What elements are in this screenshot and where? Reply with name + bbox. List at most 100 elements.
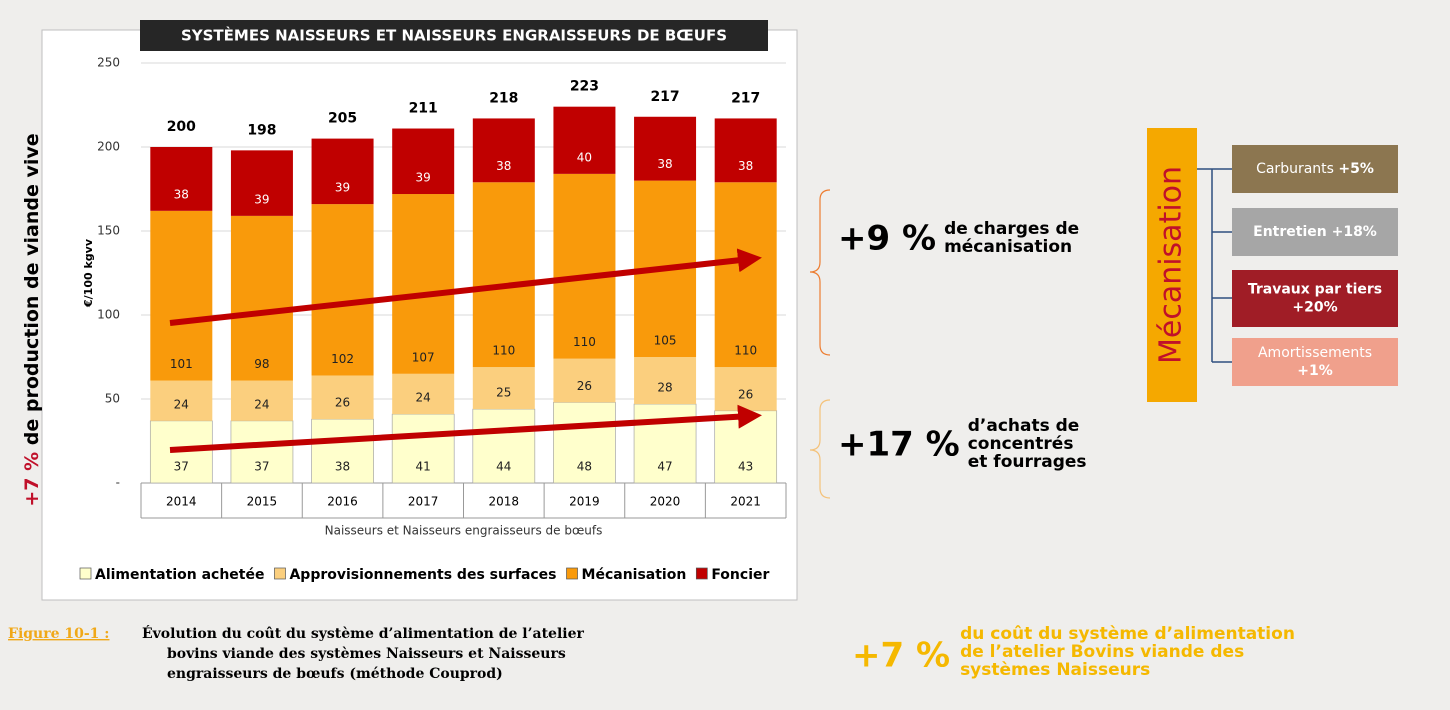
segment-label: 26 [577, 379, 592, 393]
segment-label: 24 [174, 397, 189, 411]
segment-label: 25 [496, 386, 511, 400]
breakdown-label: Carburants [1256, 161, 1334, 177]
summary-change: +7 % [852, 636, 950, 676]
segment-label: 39 [335, 181, 350, 195]
title-bar [140, 20, 768, 51]
x-tick-label: 2019 [569, 495, 600, 509]
legend-swatch [566, 567, 578, 580]
x-axis-title: Naisseurs et Naisseurs engraisseurs de b… [325, 524, 603, 538]
bar-segment [150, 380, 213, 421]
segment-label: 47 [657, 460, 672, 474]
segment-label: 101 [170, 357, 193, 371]
bar-segment [634, 116, 697, 181]
breakdown-change: +5% [1338, 161, 1374, 177]
bar-segment [553, 106, 616, 174]
breakdown-label: Amortissements [1258, 345, 1372, 361]
segment-label: 110 [492, 344, 515, 358]
breakdown-change: +18% [1332, 224, 1377, 240]
total-label: 198 [247, 122, 276, 138]
x-tick-label: 2018 [489, 495, 520, 509]
bar-segment [714, 118, 777, 183]
caption-line: Évolution du coût du système d’alimentat… [142, 624, 584, 642]
breakdown-box [1232, 338, 1398, 386]
side-change: +7 % [21, 452, 43, 507]
bar-segment [472, 118, 535, 183]
bar-segment [472, 367, 535, 410]
y-tick-label: 50 [105, 392, 120, 406]
bar-segment [230, 380, 293, 421]
x-tick-label: 2016 [327, 495, 358, 509]
total-label: 211 [409, 101, 438, 117]
bar-segment [714, 182, 777, 368]
chart-title: SYSTÈMES NAISSEURS ET NAISSEURS ENGRAISS… [181, 26, 727, 45]
trend-arrow [169, 404, 762, 453]
x-tick-label: 2014 [166, 495, 197, 509]
legend-label: Approvisionnements des surfaces [289, 567, 556, 583]
bar-segment [230, 215, 293, 381]
summary-line: systèmes Naisseurs [960, 660, 1150, 680]
segment-label: 98 [254, 357, 269, 371]
side-text: de production de viande vive [21, 133, 43, 445]
total-label: 217 [731, 90, 760, 106]
segment-label: 28 [657, 381, 672, 395]
callout-text: d’achats de [968, 416, 1080, 436]
segment-label: 38 [657, 157, 672, 171]
segment-label: 43 [738, 460, 753, 474]
caption-line: bovins viande des systèmes Naisseurs et … [167, 646, 566, 662]
bar-segment [391, 413, 455, 484]
segment-label: 110 [734, 344, 757, 358]
segment-label: 44 [496, 460, 511, 474]
segment-label: 105 [654, 334, 677, 348]
x-tick-label: 2015 [247, 495, 278, 509]
total-label: 217 [650, 89, 679, 105]
breakdown-text: Travaux par tiers [1248, 282, 1382, 298]
side-gap [21, 445, 43, 452]
callout-change: +17 % [838, 425, 960, 465]
total-label: 205 [328, 111, 357, 127]
y-axis-title: €/100 kgvv [82, 238, 95, 308]
x-tick-label: 2017 [408, 495, 439, 509]
legend-swatch [79, 567, 92, 580]
bar-segment [311, 138, 374, 205]
callout-text: et fourrages [968, 452, 1087, 472]
segment-label: 40 [577, 150, 592, 164]
legend-label: Mécanisation [582, 567, 687, 583]
caption-label: Figure 10-1 : [8, 626, 109, 642]
legend-label: Alimentation achetée [95, 567, 264, 583]
breakdown-text: Carburants +5% [1256, 161, 1374, 177]
segment-label: 37 [174, 460, 189, 474]
breakdown-header [1147, 128, 1197, 402]
bar-segment [311, 375, 374, 420]
bar-segment [392, 373, 455, 415]
y-tick-label: - [116, 476, 120, 490]
brace [809, 399, 831, 499]
x-tick-label: 2020 [650, 495, 681, 509]
breakdown-box [1232, 208, 1398, 256]
callout-text: concentrés [968, 434, 1074, 454]
breakdown-text: Entretien +18% [1253, 224, 1377, 240]
breakdown-label: Entretien [1253, 224, 1327, 240]
breakdown-box [1232, 145, 1398, 193]
segment-label: 38 [738, 159, 753, 173]
callout-text: mécanisation [944, 237, 1072, 257]
bar-segment [553, 173, 616, 359]
bar-segment [311, 418, 374, 484]
total-label: 218 [489, 90, 518, 106]
bar-segment [553, 358, 616, 403]
segment-label: 24 [254, 397, 269, 411]
bar-segment [714, 367, 777, 411]
callout-text: de charges de [944, 219, 1079, 239]
connector [1197, 168, 1232, 363]
bar-segment [472, 182, 535, 368]
segment-label: 39 [416, 171, 431, 185]
segment-label: 26 [738, 387, 753, 401]
segment-label: 102 [331, 352, 354, 366]
callout-change: +9 % [838, 219, 936, 259]
total-label: 200 [167, 119, 196, 135]
summary-line: du coût du système d’alimentation [960, 624, 1295, 644]
segment-label: 38 [496, 159, 511, 173]
segment-label: 48 [577, 460, 592, 474]
breakdown-change: +1% [1297, 363, 1333, 379]
side-label: +7 % de production de viande vive [21, 133, 43, 506]
bar-segment [230, 150, 293, 216]
